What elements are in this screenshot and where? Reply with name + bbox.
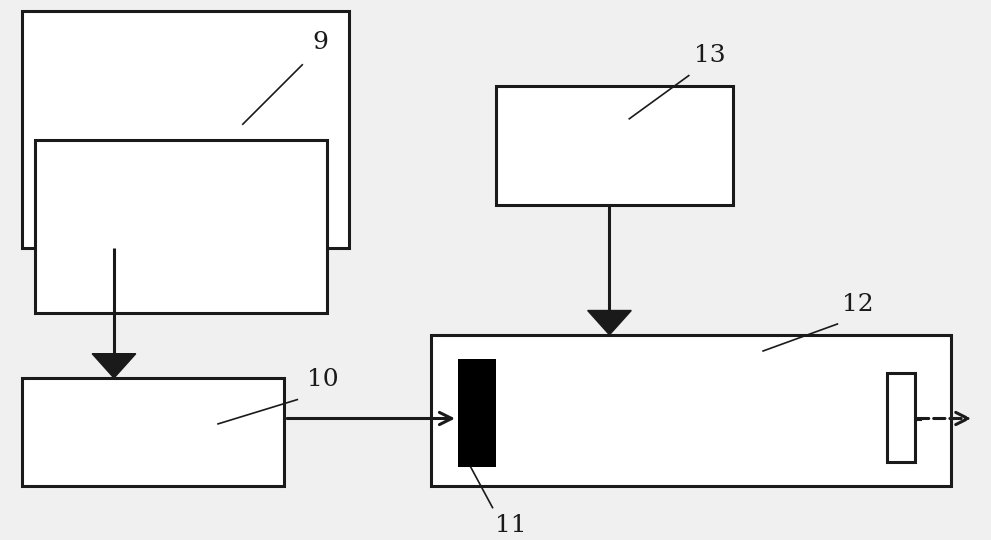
Bar: [496, 86, 733, 205]
Bar: [458, 359, 496, 467]
Polygon shape: [588, 310, 631, 335]
Bar: [35, 140, 327, 313]
Polygon shape: [92, 354, 136, 378]
Bar: [22, 11, 349, 248]
Text: 9: 9: [312, 31, 328, 54]
Bar: [887, 373, 915, 462]
Bar: [22, 378, 284, 486]
Text: 12: 12: [842, 293, 874, 316]
Text: 11: 11: [496, 514, 527, 537]
Text: 10: 10: [307, 368, 339, 392]
Text: 13: 13: [694, 44, 725, 68]
Bar: [431, 335, 951, 486]
